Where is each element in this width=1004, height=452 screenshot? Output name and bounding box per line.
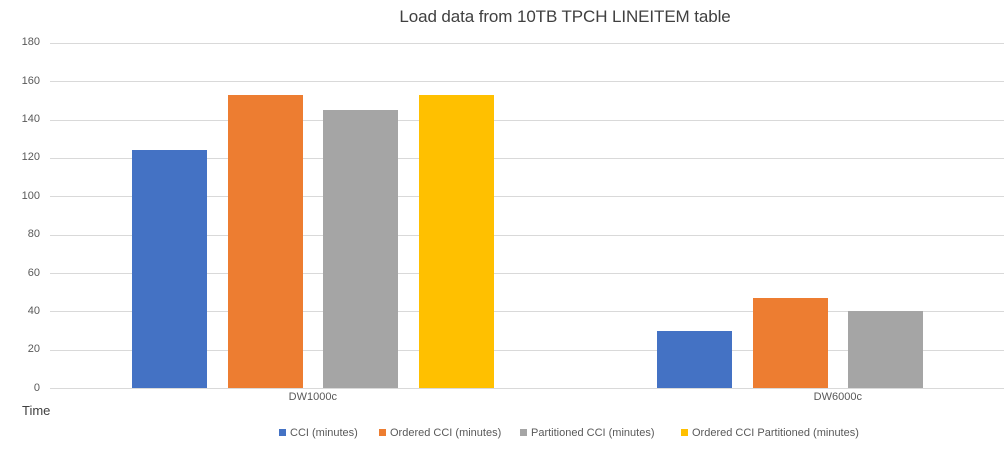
y-tick-label: 140 (21, 113, 40, 125)
bar (323, 109, 398, 389)
gridline (50, 234, 1004, 236)
legend-label: Ordered CCI Partitioned (minutes) (692, 427, 859, 439)
y-tick-label: 160 (21, 74, 40, 87)
bar (132, 150, 207, 389)
gridline (50, 157, 1004, 159)
gridline (50, 388, 1004, 390)
legend-label: Ordered CCI (minutes) (390, 427, 502, 439)
y-tick-label: 120 (21, 151, 40, 164)
gridline (50, 81, 1004, 83)
bar (227, 94, 303, 389)
bar (752, 298, 828, 389)
y-tick-label: 180 (21, 36, 40, 49)
legend-swatch-icon (379, 429, 386, 436)
gridline (50, 196, 1004, 198)
y-tick-label: 60 (27, 266, 40, 279)
y-tick-label: 0 (33, 381, 40, 394)
y-tick-label: 20 (27, 343, 40, 356)
legend-swatch-icon (279, 429, 286, 436)
legend-label: CCI (minutes) (290, 427, 358, 439)
bar (657, 330, 732, 389)
y-tick-label: 80 (27, 228, 40, 241)
axis-title-time: Time (22, 403, 51, 418)
y-tick-label: 40 (27, 304, 40, 317)
gridline (50, 311, 1004, 313)
category-label: DW1000c (288, 391, 337, 403)
chart-title: Load data from 10TB TPCH LINEITEM table (399, 7, 731, 26)
legend-swatch-icon (520, 429, 527, 436)
gridline (50, 42, 1004, 44)
legend-label: Partitioned CCI (minutes) (531, 427, 655, 439)
legend-swatch-icon (681, 429, 688, 436)
gridline (50, 119, 1004, 121)
gridline (50, 273, 1004, 274)
bar (418, 94, 494, 389)
gridline (50, 349, 1004, 351)
y-tick-label: 100 (21, 189, 40, 202)
category-label: DW6000c (813, 391, 862, 403)
bar (848, 311, 923, 389)
